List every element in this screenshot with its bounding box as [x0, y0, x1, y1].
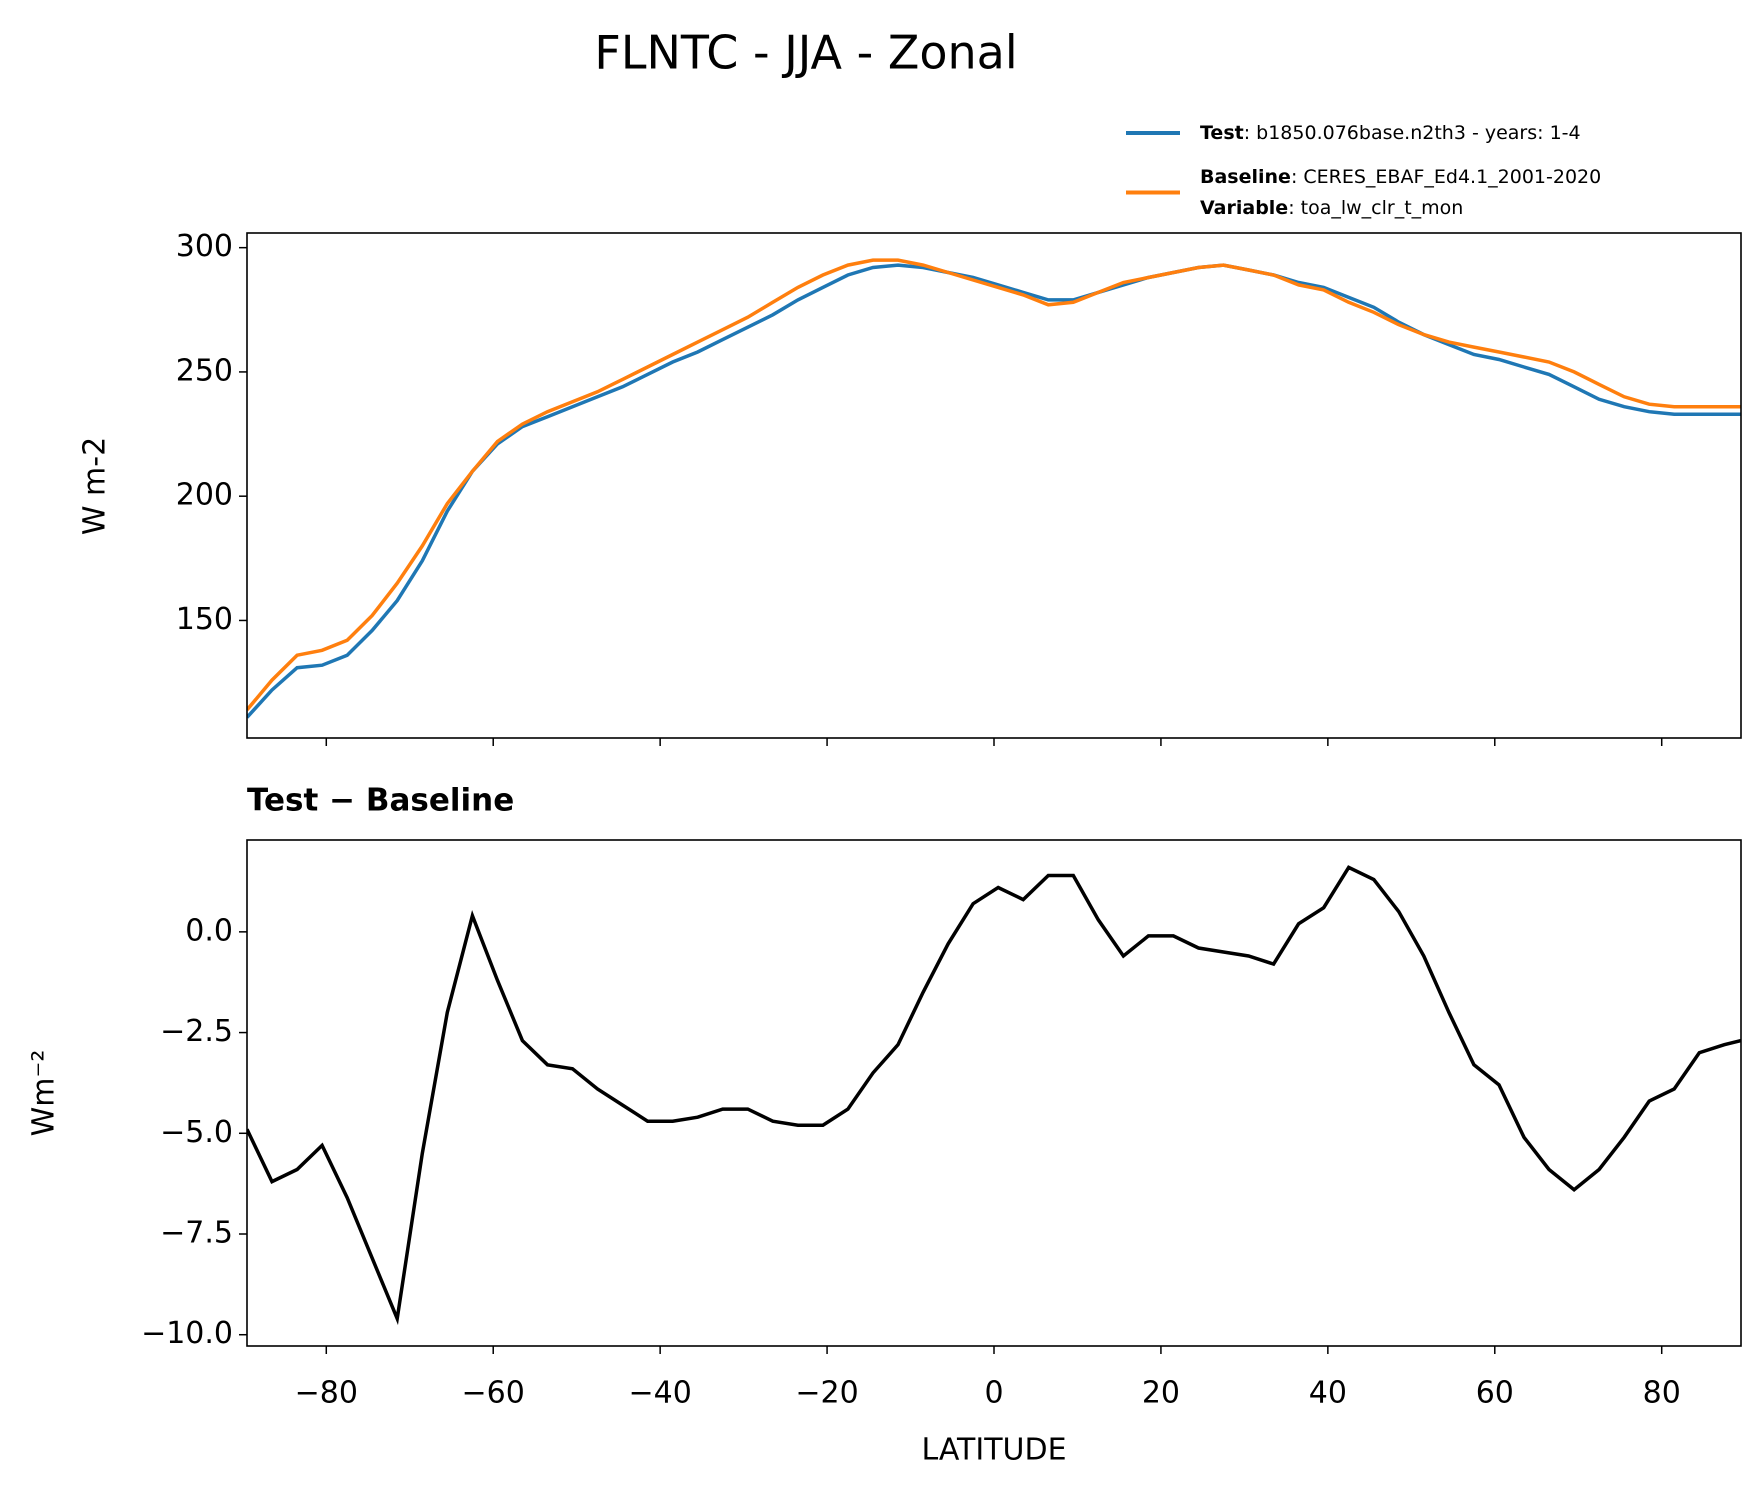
legend-entry: Test: b1850.076base.n2th3 - years: 1-4 [1200, 122, 1581, 144]
x-tick-label: −20 [795, 1376, 858, 1411]
line-series [247, 263, 1741, 719]
y-axis-label: Wm⁻² [27, 1050, 62, 1137]
legend-name: Test [1200, 122, 1244, 144]
x-tick-label: 60 [1476, 1376, 1514, 1411]
axes-frame [246, 839, 1742, 1347]
y-tick-label: 150 [176, 602, 233, 637]
y-tick-label: 250 [176, 353, 233, 388]
x-tick-label: −80 [295, 1376, 358, 1411]
legend-name: Variable [1200, 197, 1288, 219]
x-tick-label: 20 [1142, 1376, 1180, 1411]
y-tick-label: 0.0 [185, 913, 233, 948]
legend-detail: : toa_lw_clr_t_mon [1288, 197, 1463, 219]
y-tick-label: −5.0 [160, 1115, 233, 1150]
axes-frame [246, 232, 1742, 739]
legend-detail: : b1850.076base.n2th3 - years: 1-4 [1244, 122, 1581, 144]
line-series [247, 258, 1741, 712]
x-tick-label: 80 [1643, 1376, 1681, 1411]
y-axis-label: W m-2 [78, 437, 113, 535]
x-tick-label: 0 [984, 1376, 1003, 1411]
legend-entry: Baseline: CERES_EBAF_Ed4.1_2001-2020 [1200, 166, 1601, 188]
y-tick-label: −2.5 [160, 1014, 233, 1049]
legend-name: Baseline [1200, 166, 1291, 188]
line-series [247, 865, 1741, 1326]
x-tick-label: −60 [462, 1376, 525, 1411]
y-tick-label: 300 [176, 229, 233, 264]
legend-entry: Variable: toa_lw_clr_t_mon [1200, 197, 1463, 219]
subplot-title: Test − Baseline [247, 783, 514, 819]
figure-title: FLNTC - JJA - Zonal [594, 26, 1017, 80]
y-tick-label: −10.0 [141, 1316, 233, 1351]
y-tick-label: 200 [176, 478, 233, 513]
legend-detail: : CERES_EBAF_Ed4.1_2001-2020 [1291, 166, 1601, 188]
x-tick-label: −40 [628, 1376, 691, 1411]
x-axis-label: LATITUDE [921, 1433, 1066, 1468]
y-tick-label: −7.5 [160, 1216, 233, 1251]
x-tick-label: 40 [1309, 1376, 1347, 1411]
